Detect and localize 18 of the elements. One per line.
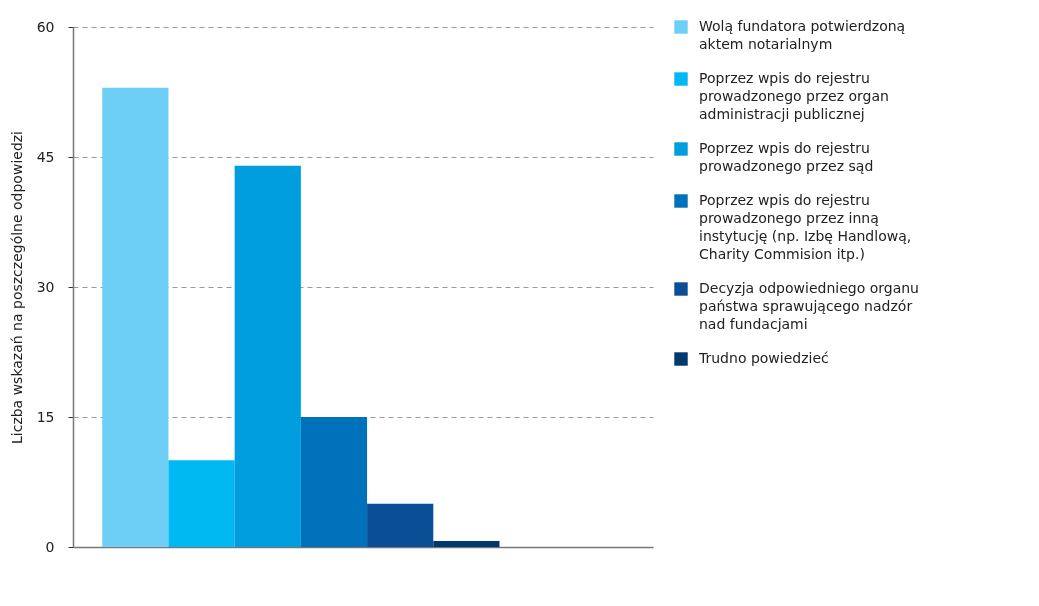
- y-axis-title: Liczba wskazań na poszczególne odpowiedzi: [8, 130, 25, 445]
- bar: [367, 503, 434, 547]
- legend-label: Trudno powiedzieć: [698, 350, 829, 366]
- legend-label: Wolą fundatora potwierdzoną aktem notarialnym: [699, 18, 906, 52]
- bar: [168, 460, 235, 547]
- legend-label: Poprzez wpis do rejestru prowadzonego przez inną instytucję (np. Izbę Handlową, Charity Commision itp.): [699, 192, 912, 262]
- y-tick-label: 45: [36, 148, 55, 165]
- bar: [433, 540, 500, 547]
- y-tick-label: 30: [36, 278, 55, 295]
- legend-label: Poprzez wpis do rejestru prowadzonego przez sąd: [699, 140, 874, 174]
- bar: [234, 165, 301, 547]
- y-tick-label: 15: [36, 408, 55, 425]
- y-tick-label: 60: [36, 18, 55, 35]
- legend-label: Decyzja odpowiedniego organu państwa sprawującego nadzór nad fundacjami: [699, 280, 919, 332]
- bar: [102, 87, 169, 547]
- bar: [300, 417, 368, 547]
- y-tick-label: 0: [45, 538, 55, 555]
- legend-label: Poprzez wpis do rejestru prowadzonego przez organ administracji publicznej: [699, 70, 889, 122]
